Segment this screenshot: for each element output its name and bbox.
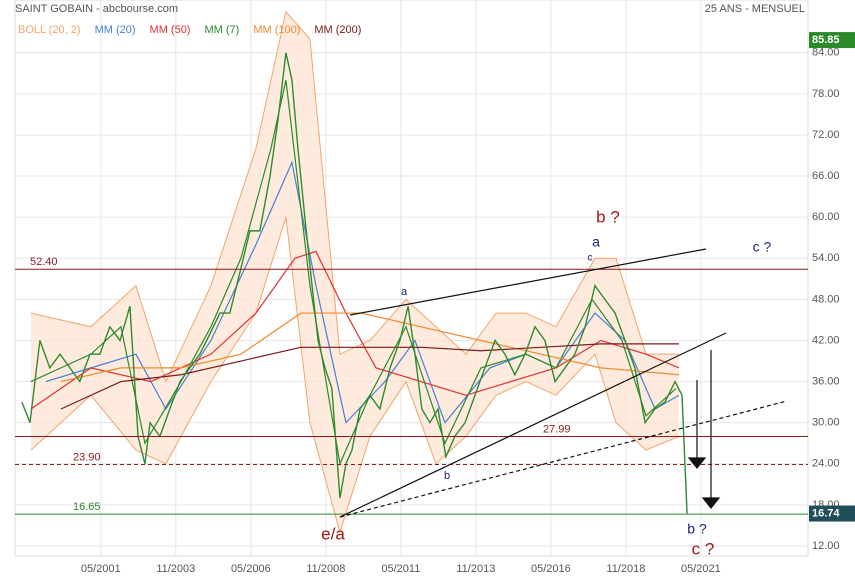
- y-tick-label: 84.00: [812, 47, 840, 59]
- level-label: 23.90: [73, 451, 101, 463]
- y-tick-label: 48.00: [812, 293, 840, 305]
- bollinger-lower: [30, 217, 680, 535]
- legend-entry: MM (7): [204, 24, 239, 36]
- legend-entry: BOLL (20, 2): [18, 24, 81, 36]
- annotation: c ?: [753, 239, 772, 255]
- price-badge: [809, 505, 855, 522]
- x-tick-label: 11/2003: [156, 563, 195, 575]
- moving-average: [60, 343, 679, 410]
- annotation: b: [444, 470, 450, 482]
- legend-entry: MM (50): [150, 24, 191, 36]
- y-tick-label: 78.00: [812, 88, 840, 100]
- annotation: b ?: [687, 521, 707, 537]
- y-tick-label: 72.00: [812, 129, 840, 141]
- annotation: e/a: [321, 524, 345, 543]
- annotation: c ?: [692, 539, 715, 558]
- level-label: 52.40: [30, 256, 58, 268]
- bollinger-fill: [30, 11, 679, 533]
- price-badge-label: 16.74: [812, 507, 840, 519]
- y-tick-label: 54.00: [812, 252, 840, 264]
- trendline: [349, 248, 707, 316]
- price-badge: [809, 32, 855, 49]
- level-label: 27.99: [543, 423, 571, 435]
- x-tick-label: 11/2008: [306, 563, 345, 575]
- price-line: [21, 52, 688, 514]
- plot-area: [14, 0, 809, 557]
- legend-entry: MM (100): [253, 24, 300, 36]
- legend-entry: MM (20): [95, 24, 136, 36]
- y-tick-label: 36.00: [812, 375, 840, 387]
- chart-title: SAINT GOBAIN - abcbourse.com: [15, 3, 178, 15]
- annotation: b ?: [596, 207, 620, 226]
- x-tick-label: 05/2006: [231, 563, 271, 575]
- arrowhead: [701, 497, 721, 509]
- x-tick-label: 05/2011: [381, 563, 420, 575]
- price-badge-label: 85.85: [812, 34, 840, 46]
- x-tick-label: 05/2016: [531, 563, 571, 575]
- x-tick-label: 11/2013: [456, 563, 495, 575]
- moving-average: [45, 160, 680, 424]
- y-tick-label: 24.00: [812, 458, 840, 470]
- trendlines: [339, 248, 788, 518]
- y-tick-label: 60.00: [812, 211, 840, 223]
- y-tick-label: 66.00: [812, 170, 840, 182]
- x-tick-label: 11/2018: [606, 563, 645, 575]
- moving-average: [30, 80, 677, 466]
- annotation: a: [401, 286, 408, 298]
- legend-entry: MM (200): [314, 24, 361, 36]
- level-label: 16.65: [73, 501, 101, 513]
- annotation: a: [592, 234, 600, 250]
- trendline: [339, 332, 727, 518]
- y-tick-label: 30.00: [812, 417, 840, 429]
- arrowhead: [687, 457, 707, 469]
- x-tick-label: 05/2021: [681, 563, 721, 575]
- x-tick-label: 05/2001: [81, 563, 121, 575]
- annotation: c: [588, 253, 593, 264]
- y-tick-label: 12.00: [812, 540, 840, 552]
- y-tick-label: 42.00: [812, 334, 840, 346]
- chart-subtitle: 25 ANS - MENSUEL: [705, 3, 805, 15]
